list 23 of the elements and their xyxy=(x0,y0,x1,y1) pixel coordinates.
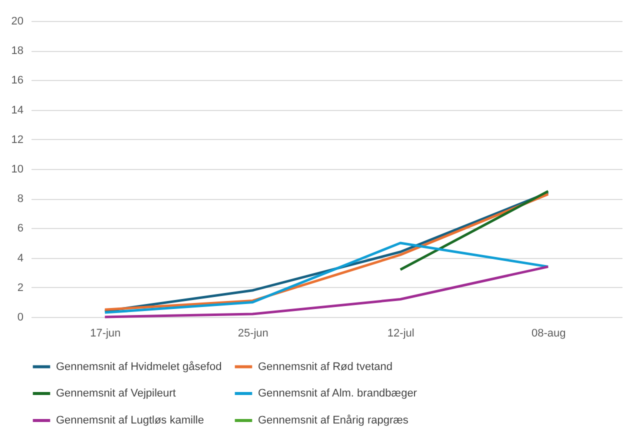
x-tick-label: 25-jun xyxy=(238,328,268,340)
line-series xyxy=(104,242,550,314)
y-tick-label: 16 xyxy=(11,74,24,87)
x-tick-label: 17-jun xyxy=(90,328,121,340)
x-tick-label: 12-jul xyxy=(387,328,414,340)
legend-label: Gennemsnit af Alm. brandbæger xyxy=(258,388,418,400)
y-tick-label: 6 xyxy=(17,222,24,235)
legend-label: Gennemsnit af Lugtløs kamille xyxy=(56,414,204,426)
legend-label: Gennemsnit af Rød tvetand xyxy=(258,360,393,373)
line-series xyxy=(104,265,550,318)
y-tick-label: 18 xyxy=(11,45,24,58)
y-tick-label: 4 xyxy=(17,252,24,264)
y-tick-label: 10 xyxy=(11,164,24,176)
y-tick-label: 14 xyxy=(11,104,24,116)
y-tick-label: 20 xyxy=(11,16,24,28)
legend-label: Gennemsnit af Hvidmelet gåsefod xyxy=(56,360,222,373)
x-tick-label: 08-aug xyxy=(531,328,566,340)
legend-label: Gennemsnit af Enårig rapgræs xyxy=(258,414,409,426)
legend-label: Gennemsnit af Vejpileurt xyxy=(56,388,176,400)
y-tick-label: 12 xyxy=(11,134,24,146)
y-tick-label: 2 xyxy=(17,282,24,294)
y-tick-label: 8 xyxy=(17,193,24,206)
y-tick-label: 0 xyxy=(17,312,24,324)
